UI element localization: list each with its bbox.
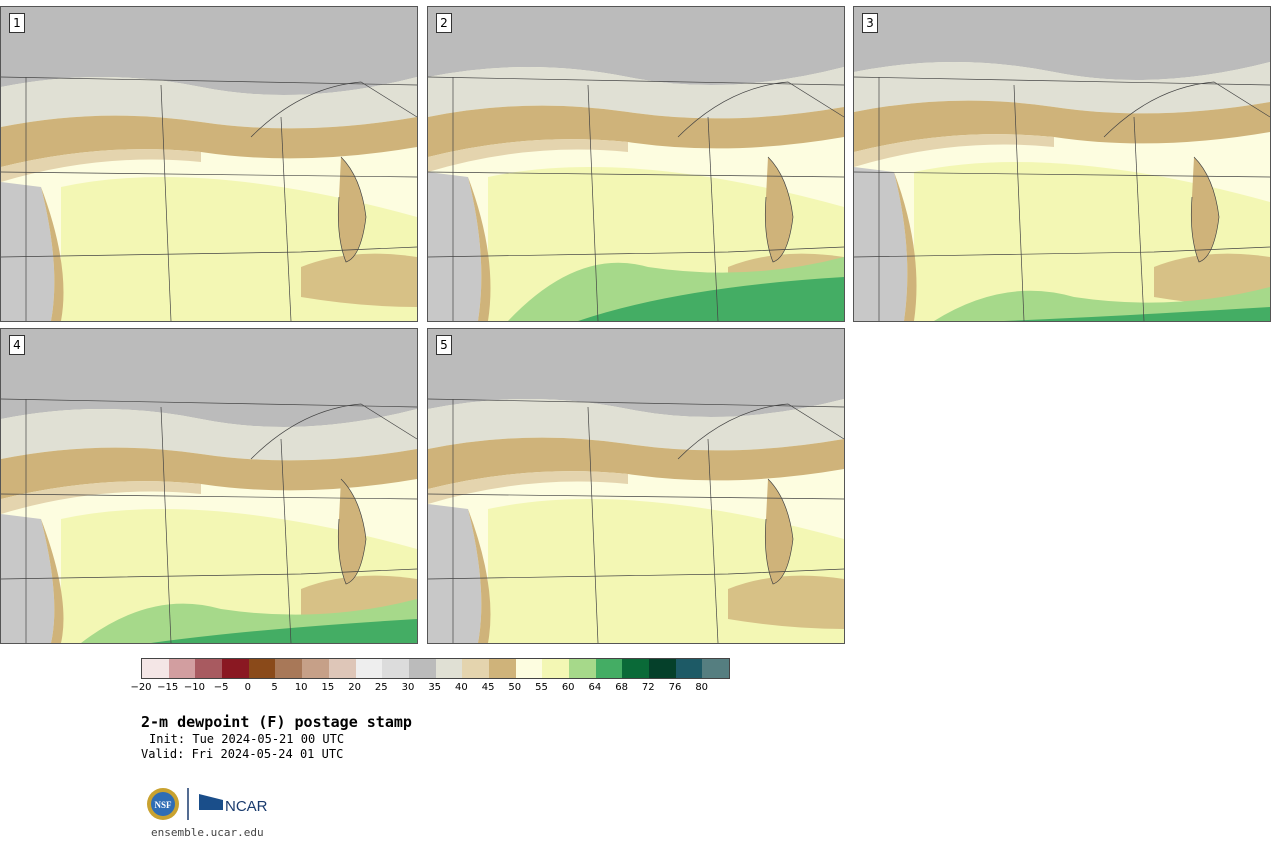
- colorbar-swatch: [649, 659, 676, 678]
- colorbar-swatch: [569, 659, 596, 678]
- colorbar-tick-label: 20: [348, 682, 361, 693]
- colorbar-swatch: [195, 659, 223, 678]
- dewpoint-map-4: [1, 329, 417, 643]
- colorbar-swatch: [488, 659, 516, 678]
- dewpoint-map-3: [854, 7, 1270, 321]
- colorbar-tick-label: −5: [213, 682, 229, 693]
- colorbar-tick-label: 55: [535, 682, 548, 693]
- site-url: ensemble.ucar.edu: [151, 826, 264, 839]
- colorbar-swatch: [275, 659, 303, 678]
- nsf-ncar-logo: NSF NCAR: [147, 788, 268, 820]
- map-panel-5: 5: [427, 328, 845, 644]
- colorbar-tick-label: 25: [374, 682, 388, 693]
- colorbar-swatch: [702, 659, 730, 678]
- colorbar-tick-label: 76: [668, 682, 682, 693]
- colorbar-swatch: [248, 659, 276, 678]
- colorbar-swatch: [408, 659, 436, 678]
- init-time: Init: Tue 2024-05-21 00 UTC: [149, 732, 345, 746]
- map-panel-3: 3: [853, 6, 1271, 322]
- colorbar-ticks: −20 −15 −10 −5 0 5 10 15 20 25 30 35 40 45 50 55 60 64 68 7…: [130, 682, 761, 696]
- colorbar-swatch: [675, 659, 703, 678]
- colorbar-tick-label: −10: [183, 682, 205, 693]
- colorbar-tick-label: 60: [561, 682, 575, 693]
- panel-number-2: 2: [436, 13, 452, 33]
- colorbar-tick-label: 0: [244, 682, 251, 693]
- colorbar-tick-label: 45: [481, 682, 495, 693]
- map-panel-2: 2: [427, 6, 845, 322]
- colorbar-swatch: [515, 659, 543, 678]
- colorbar-tick-label: 30: [401, 682, 415, 693]
- nsf-logo-text: NSF: [154, 800, 172, 810]
- product-title: 2-m dewpoint (F) postage stamp: [141, 713, 412, 731]
- colorbar-swatch: [382, 659, 409, 678]
- colorbar-tick-label: 72: [641, 682, 655, 693]
- colorbar-tick-label: 35: [428, 682, 442, 693]
- valid-time: Valid: Fri 2024-05-24 01 UTC: [141, 747, 344, 761]
- colorbar-tick-label: −15: [157, 682, 179, 693]
- map-panel-1: 1: [0, 6, 418, 322]
- colorbar-swatch: [595, 659, 623, 678]
- colorbar-tick-label: 64: [588, 682, 602, 693]
- panel-number-5: 5: [436, 335, 452, 355]
- dewpoint-map-1: [1, 7, 417, 321]
- colorbar-swatch: [355, 659, 383, 678]
- colorbar-tick-label: 5: [271, 682, 278, 693]
- colorbar-swatch: [622, 659, 650, 678]
- colorbar-swatch: [435, 659, 463, 678]
- panel-number-4: 4: [9, 335, 25, 355]
- map-panel-4: 4: [0, 328, 418, 644]
- colorbar-swatch: [462, 659, 489, 678]
- colorbar-swatch: [328, 659, 356, 678]
- colorbar-tick-label: −20: [130, 682, 152, 693]
- panel-number-3: 3: [862, 13, 878, 33]
- dewpoint-map-2: [428, 7, 844, 321]
- colorbar-swatch: [142, 659, 169, 678]
- colorbar-tick-label: 68: [615, 682, 628, 693]
- colorbar: [141, 658, 731, 679]
- panel-number-1: 1: [9, 13, 25, 33]
- colorbar-tick-label: 40: [455, 682, 468, 693]
- dewpoint-map-5: [428, 329, 844, 643]
- colorbar-swatch: [168, 659, 196, 678]
- colorbar-swatch: [542, 659, 569, 678]
- colorbar-tick-label: 15: [321, 682, 335, 693]
- ncar-logo-text: NCAR: [225, 798, 268, 815]
- colorbar-swatch: [222, 659, 249, 678]
- colorbar-tick-label: 50: [508, 682, 522, 693]
- colorbar-swatch: [302, 659, 329, 678]
- colorbar-tick-label: 10: [294, 682, 308, 693]
- colorbar-tick-label: 80: [695, 682, 709, 693]
